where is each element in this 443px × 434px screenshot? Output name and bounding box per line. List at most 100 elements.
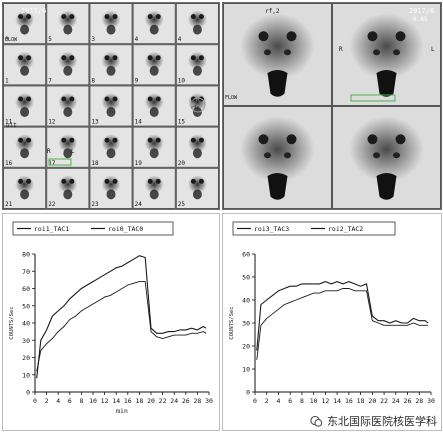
frame-number: 0 [5,36,9,43]
hotspot [155,137,161,143]
flow-frame: 0 [3,3,47,45]
tac-chart-left: roi1_TAC1 roi0_TAC0 0 10 20 30 40 50 60 70 80 0 2 4 6 8… [2,213,220,431]
hotspot [104,14,110,20]
roi-name-label: rf,2 [265,8,280,15]
hotspot [155,55,161,61]
hotspot [112,14,118,20]
series-line [36,255,207,379]
x-tick-label: 22 [380,397,388,405]
static-frame [332,106,441,209]
y-tick-label: 30 [22,337,30,345]
static-frames-svg: rf,2 2017/60.85 R L FLOW [223,3,441,209]
orientation-r: R [339,46,343,53]
y-tick-label: 50 [242,274,250,282]
hotspot [26,178,32,184]
thyroid-blob [63,65,73,76]
y-tick-label: 50 [22,302,30,310]
hotspot [18,137,24,143]
thyroid-blob [63,107,73,117]
y-tick-label: 20 [242,343,250,351]
flow-frame: 14 [132,85,176,127]
parotid-right [395,134,406,145]
y-tick-label: 20 [22,354,30,362]
hotspot [104,178,110,184]
thyroid-blob [20,148,30,159]
thyroid-blob [20,24,30,35]
flow-frame: 19 [132,126,176,168]
hotspot [155,96,161,102]
submandibular-left [373,152,380,159]
hotspot [155,14,161,20]
thyroid-blob [20,107,30,117]
y-tick-label: 10 [242,366,250,374]
thyroid-shape [267,69,288,97]
series-line [256,281,429,351]
frame-number: 10 [178,77,186,84]
thyroid-blob [20,65,30,76]
flow-frame: 1 [3,44,47,86]
flow-frame: 8 [89,44,133,86]
hotspot [61,14,67,20]
flow-frame: 13 [89,85,133,127]
flow-frame: 11 [3,85,47,127]
uptake-blob [349,116,424,183]
y-axis-label: COUNTS/Sec [9,306,15,339]
submandibular-right [284,152,291,159]
roi-circle [190,97,206,113]
hotspot [198,55,204,61]
submandibular-left [264,152,271,159]
x-tick-label: 0 [253,397,257,405]
dynamic-flow-image-grid: 0 5 3 4 4 1 7 8 9 10 11 12 13 14 15 16 17 18 19 20 21 22 23 24 2… [2,2,220,210]
x-tick-label: 10 [89,397,97,405]
orientation-l: L [71,148,75,155]
watermark-text: 东北国际医院核医学科 [327,415,437,428]
hotspot [147,137,153,143]
frame-number: 16 [5,160,13,167]
frame-number: 22 [48,201,56,208]
frame-number: 14 [135,119,143,126]
thyroid-blob [192,24,202,35]
thyroid-blob [63,24,73,35]
hotspot [104,55,110,61]
x-tick-label: 18 [135,397,143,405]
hotspot [190,137,196,143]
x-tick-label: 16 [345,397,353,405]
thyroid-blob [63,148,73,159]
thyroid-blob [63,189,73,200]
frame-number: 13 [91,119,99,126]
frame-number: 1 [5,77,9,84]
static-frame [332,3,441,106]
y-tick-label: 60 [22,285,30,293]
parotid-left [258,134,269,145]
x-tick-label: 16 [124,397,132,405]
flow-frame: 9 [132,44,176,86]
series-line [256,288,429,360]
thyroid-blob [149,24,159,35]
frame-number: 19 [135,160,143,167]
watermark: 东北国际医院核医学科 [310,413,437,429]
frame-number: 11 [5,119,13,126]
frame-number: 4 [135,36,139,43]
thyroid-blob [149,189,159,200]
flow-frame: 10 [175,44,219,86]
roi-outline [350,94,396,102]
flow-label: FLOW [225,95,238,101]
x-tick-label: 30 [205,397,213,405]
x-tick-label: 28 [415,397,423,405]
thyroid-blob [106,189,116,200]
hotspot [61,178,67,184]
frame-number: 24 [135,201,143,208]
hotspot [190,96,196,102]
hotspot [112,55,118,61]
x-tick-label: 4 [56,397,60,405]
hotspot [26,55,32,61]
x-tick-label: 12 [101,397,109,405]
parotid-right [286,31,297,42]
frame-number: 21 [5,201,13,208]
date-label: 2017/6 [409,7,434,15]
y-tick-label: 60 [242,251,250,259]
uptake-blob [240,116,315,183]
hotspot [18,14,24,20]
